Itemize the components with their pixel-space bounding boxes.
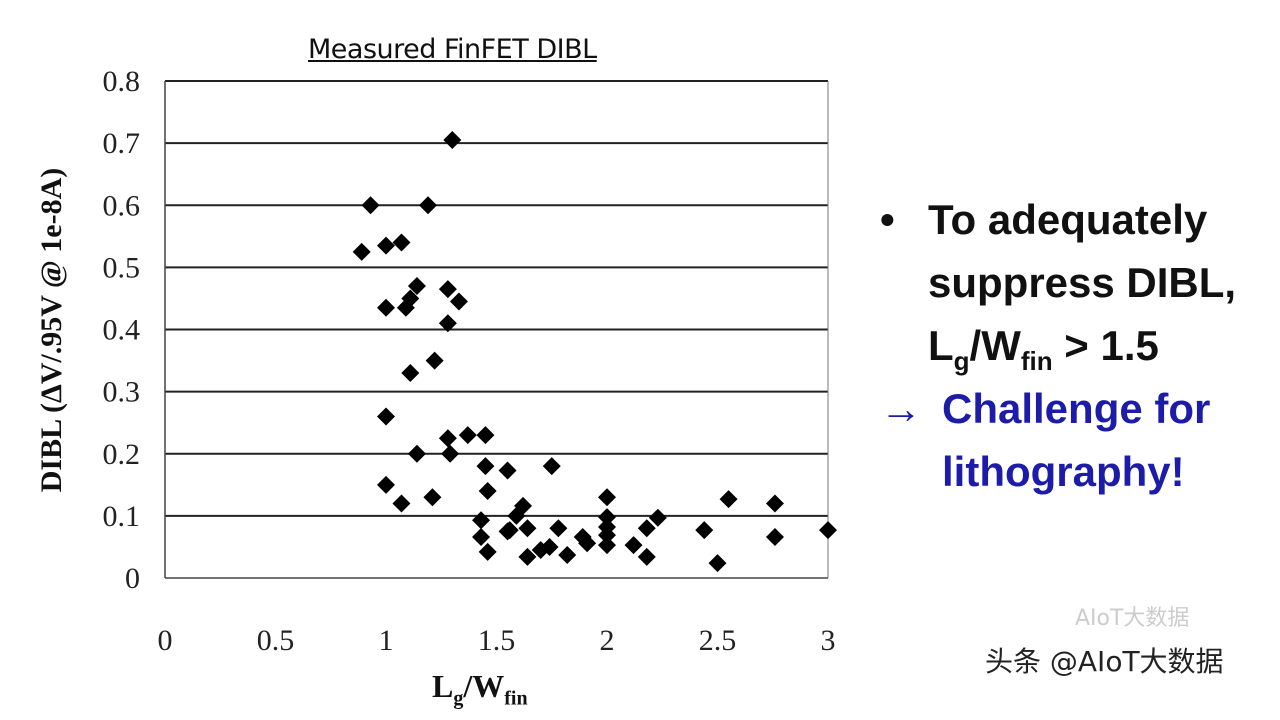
data-point <box>540 537 559 556</box>
conclusion-line: → Challenge for <box>880 377 1236 440</box>
data-point <box>507 506 526 525</box>
data-point <box>578 534 597 553</box>
data-point <box>361 196 380 215</box>
data-point <box>377 298 395 317</box>
data-point <box>518 547 537 566</box>
y-tick-label: 0.6 <box>103 189 141 222</box>
watermark: 头条 @AIoT大数据 <box>985 645 1224 678</box>
data-point <box>377 407 395 426</box>
data-point <box>458 426 477 445</box>
data-point <box>598 488 616 507</box>
data-point <box>401 289 420 308</box>
x-axis-label: Lg/Wfin <box>432 668 528 710</box>
data-point <box>598 536 616 555</box>
y-axis-label: DIBL (ΔV/.95V @ 1e-8A) <box>35 167 68 493</box>
data-point <box>407 444 426 463</box>
y-tick-label: 0 <box>125 562 140 595</box>
data-point <box>443 131 462 150</box>
data-point <box>498 461 517 480</box>
watermark-faint: AIoT大数据 <box>1075 606 1190 631</box>
y-tick-label: 0.5 <box>103 251 141 284</box>
data-point <box>472 511 491 530</box>
data-point <box>765 494 784 513</box>
data-point <box>472 527 491 546</box>
data-point <box>498 522 517 541</box>
data-point <box>418 196 437 215</box>
x-tick-label: 0.5 <box>257 624 295 657</box>
y-tick-label: 0.3 <box>103 376 141 409</box>
data-point <box>549 519 568 538</box>
data-point <box>542 457 561 476</box>
x-tick-label: 0 <box>158 624 173 657</box>
data-point <box>624 536 643 555</box>
data-point <box>637 519 656 538</box>
y-tick-label: 0.8 <box>103 65 141 98</box>
data-point <box>558 546 577 565</box>
bullet-line: • To adequately <box>880 188 1236 251</box>
x-tick-label: 1.5 <box>478 624 516 657</box>
data-point <box>695 521 714 540</box>
data-point <box>765 527 784 546</box>
data-point <box>708 554 727 573</box>
data-point <box>392 494 411 513</box>
data-point <box>648 508 667 527</box>
y-tick-label: 0.1 <box>103 500 141 533</box>
bullet-line: suppress DIBL, <box>928 259 1237 306</box>
data-point <box>476 426 495 445</box>
data-point <box>441 444 460 463</box>
data-point <box>598 526 616 545</box>
y-tick-label: 0.7 <box>103 127 141 160</box>
x-tick-label: 2 <box>600 624 615 657</box>
data-point <box>401 363 420 382</box>
data-point <box>392 233 411 252</box>
y-tick-label: 0.4 <box>103 314 141 347</box>
data-point <box>819 521 837 540</box>
data-point <box>478 542 497 561</box>
data-point <box>637 547 656 566</box>
x-tick-label: 2.5 <box>699 624 737 657</box>
data-point <box>423 488 442 507</box>
data-point <box>719 490 738 509</box>
bullet-line: Lg/Wfin > 1.5 <box>928 322 1159 376</box>
x-tick-label: 1 <box>379 624 394 657</box>
data-point <box>425 351 444 370</box>
data-point <box>449 292 468 311</box>
data-point <box>438 314 457 333</box>
arrow-right-icon: → <box>880 385 922 432</box>
data-point <box>377 475 395 494</box>
x-tick-label: 3 <box>821 624 836 657</box>
data-point <box>476 457 495 476</box>
slide-bullets: • To adequately suppress DIBL, Lg/Wfin > … <box>880 188 1236 503</box>
chart-title: Measured FinFET DIBL <box>308 34 597 65</box>
y-tick-label: 0.2 <box>103 438 141 471</box>
data-point <box>352 242 371 261</box>
data-point <box>438 280 457 299</box>
data-point <box>438 429 457 448</box>
data-point <box>598 508 616 527</box>
data-point <box>407 277 426 296</box>
data-point <box>478 482 497 501</box>
data-point <box>518 519 537 538</box>
bullet-dot: • <box>880 196 895 243</box>
data-point <box>377 236 395 255</box>
conclusion-line: lithography! <box>942 448 1185 495</box>
